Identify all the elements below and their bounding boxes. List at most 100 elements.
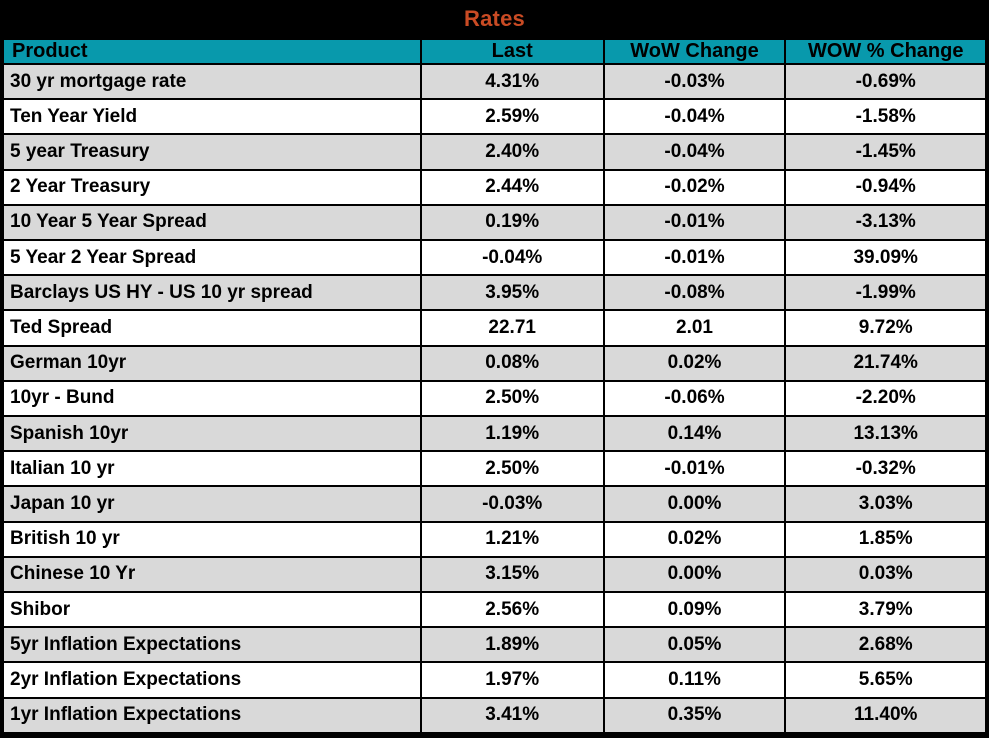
- cell-last: 2.40%: [419, 133, 605, 171]
- cell-last: 2.50%: [419, 450, 605, 488]
- cell-wow-pct-change: 21.74%: [784, 344, 987, 382]
- cell-wow-pct-change: 13.13%: [784, 415, 987, 453]
- table-row: 5yr Inflation Expectations 1.89% 0.05% 2…: [2, 626, 987, 664]
- cell-wow-pct-change: 3.03%: [784, 485, 987, 523]
- cell-wow-pct-change: -2.20%: [784, 379, 987, 418]
- cell-product: Spanish 10yr: [2, 415, 422, 453]
- cell-last: 3.15%: [419, 555, 605, 594]
- cell-product: 5 year Treasury: [2, 133, 422, 171]
- cell-product: 1yr Inflation Expectations: [2, 696, 422, 735]
- cell-wow-pct-change: -0.32%: [784, 450, 987, 488]
- cell-product: 10yr - Bund: [2, 379, 422, 418]
- cell-wow-change: 0.11%: [602, 661, 787, 699]
- table-row: Shibor 2.56% 0.09% 3.79%: [2, 591, 987, 629]
- cell-last: 0.19%: [419, 203, 605, 242]
- table-row: 2yr Inflation Expectations 1.97% 0.11% 5…: [2, 661, 987, 699]
- cell-last: 2.44%: [419, 168, 605, 206]
- cell-product: 5 Year 2 Year Spread: [2, 239, 422, 277]
- cell-wow-pct-change: 9.72%: [784, 309, 987, 347]
- cell-product: German 10yr: [2, 344, 422, 382]
- table-header: Product Last WoW Change WOW % Change: [2, 38, 987, 65]
- cell-product: 30 yr mortgage rate: [2, 62, 422, 101]
- cell-product: 2 Year Treasury: [2, 168, 422, 206]
- table-row: 5 Year 2 Year Spread -0.04% -0.01% 39.09…: [2, 239, 987, 277]
- table-row: British 10 yr 1.21% 0.02% 1.85%: [2, 520, 987, 558]
- table-row: 10yr - Bund 2.50% -0.06% -2.20%: [2, 379, 987, 418]
- cell-last: 3.95%: [419, 274, 605, 312]
- table-row: Spanish 10yr 1.19% 0.14% 13.13%: [2, 415, 987, 453]
- cell-product: British 10 yr: [2, 520, 422, 558]
- cell-wow-pct-change: -0.94%: [784, 168, 987, 206]
- cell-wow-change: -0.08%: [602, 274, 787, 312]
- cell-wow-pct-change: 5.65%: [784, 661, 987, 699]
- table-row: Barclays US HY - US 10 yr spread 3.95% -…: [2, 274, 987, 312]
- cell-wow-change: -0.04%: [602, 133, 787, 171]
- rates-table: Product Last WoW Change WOW % Change 30 …: [2, 38, 987, 735]
- cell-wow-change: 0.00%: [602, 555, 787, 594]
- cell-product: Shibor: [2, 591, 422, 629]
- cell-wow-pct-change: 1.85%: [784, 520, 987, 558]
- cell-last: 1.97%: [419, 661, 605, 699]
- cell-last: 1.21%: [419, 520, 605, 558]
- cell-product: Ten Year Yield: [2, 98, 422, 136]
- table-row: 10 Year 5 Year Spread 0.19% -0.01% -3.13…: [2, 203, 987, 242]
- cell-wow-change: 0.35%: [602, 696, 787, 735]
- table-body: 30 yr mortgage rate 4.31% -0.03% -0.69% …: [2, 62, 987, 735]
- cell-wow-change: 0.05%: [602, 626, 787, 664]
- header-product: Product: [2, 38, 422, 65]
- cell-product: 2yr Inflation Expectations: [2, 661, 422, 699]
- cell-product: Ted Spread: [2, 309, 422, 347]
- cell-last: -0.03%: [419, 485, 605, 523]
- table-row: Ted Spread 22.71 2.01 9.72%: [2, 309, 987, 347]
- cell-product: Japan 10 yr: [2, 485, 422, 523]
- cell-last: 3.41%: [419, 696, 605, 735]
- header-row: Product Last WoW Change WOW % Change: [2, 38, 987, 65]
- table-title-bar: Rates: [0, 0, 989, 38]
- cell-wow-change: 0.14%: [602, 415, 787, 453]
- cell-product: Italian 10 yr: [2, 450, 422, 488]
- cell-wow-change: -0.06%: [602, 379, 787, 418]
- cell-wow-pct-change: 0.03%: [784, 555, 987, 594]
- cell-wow-change: 0.02%: [602, 344, 787, 382]
- cell-wow-pct-change: -1.45%: [784, 133, 987, 171]
- cell-product: Barclays US HY - US 10 yr spread: [2, 274, 422, 312]
- header-wow-pct-change: WOW % Change: [784, 38, 987, 65]
- cell-product: 10 Year 5 Year Spread: [2, 203, 422, 242]
- table-row: Japan 10 yr -0.03% 0.00% 3.03%: [2, 485, 987, 523]
- cell-last: 1.19%: [419, 415, 605, 453]
- header-wow-change: WoW Change: [602, 38, 787, 65]
- header-last: Last: [419, 38, 605, 65]
- table-row: Italian 10 yr 2.50% -0.01% -0.32%: [2, 450, 987, 488]
- cell-last: 0.08%: [419, 344, 605, 382]
- cell-wow-pct-change: -3.13%: [784, 203, 987, 242]
- cell-wow-change: 0.00%: [602, 485, 787, 523]
- table-row: 2 Year Treasury 2.44% -0.02% -0.94%: [2, 168, 987, 206]
- cell-product: Chinese 10 Yr: [2, 555, 422, 594]
- cell-wow-change: -0.01%: [602, 450, 787, 488]
- cell-wow-pct-change: 2.68%: [784, 626, 987, 664]
- cell-wow-change: -0.02%: [602, 168, 787, 206]
- cell-wow-pct-change: -0.69%: [784, 62, 987, 101]
- cell-wow-change: 2.01: [602, 309, 787, 347]
- cell-wow-pct-change: -1.99%: [784, 274, 987, 312]
- cell-wow-pct-change: -1.58%: [784, 98, 987, 136]
- cell-last: 22.71: [419, 309, 605, 347]
- cell-product: 5yr Inflation Expectations: [2, 626, 422, 664]
- cell-last: 2.59%: [419, 98, 605, 136]
- table-title: Rates: [464, 6, 525, 31]
- cell-last: 1.89%: [419, 626, 605, 664]
- table-row: 1yr Inflation Expectations 3.41% 0.35% 1…: [2, 696, 987, 735]
- cell-wow-pct-change: 11.40%: [784, 696, 987, 735]
- cell-wow-change: 0.02%: [602, 520, 787, 558]
- cell-last: 4.31%: [419, 62, 605, 101]
- cell-wow-change: -0.04%: [602, 98, 787, 136]
- table-row: Ten Year Yield 2.59% -0.04% -1.58%: [2, 98, 987, 136]
- table-row: 5 year Treasury 2.40% -0.04% -1.45%: [2, 133, 987, 171]
- table-row: Chinese 10 Yr 3.15% 0.00% 0.03%: [2, 555, 987, 594]
- cell-wow-change: -0.03%: [602, 62, 787, 101]
- cell-last: 2.56%: [419, 591, 605, 629]
- table-row: German 10yr 0.08% 0.02% 21.74%: [2, 344, 987, 382]
- cell-wow-pct-change: 39.09%: [784, 239, 987, 277]
- cell-last: 2.50%: [419, 379, 605, 418]
